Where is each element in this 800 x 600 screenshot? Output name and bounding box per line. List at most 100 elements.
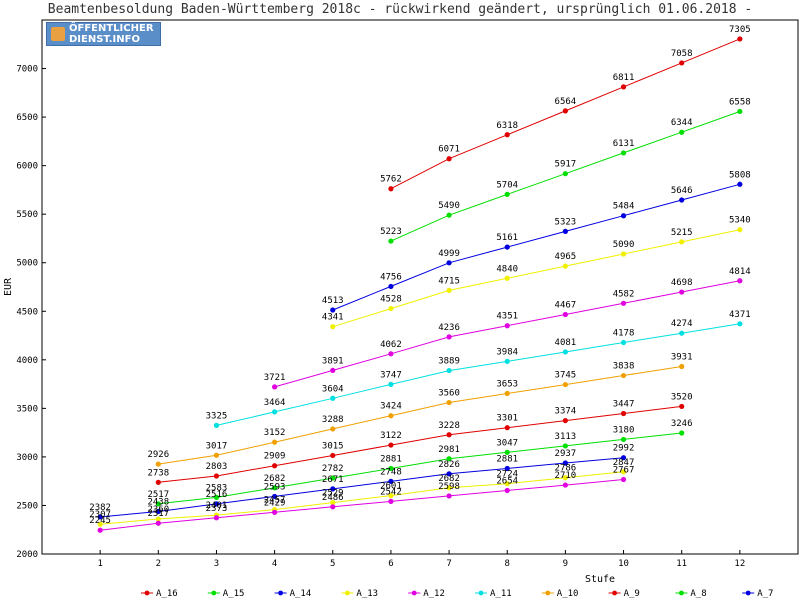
data-point (562, 381, 568, 388)
data-label: 3113 (555, 432, 577, 442)
logo: ÖFFENTLICHER DIENST.INFO (46, 22, 161, 46)
data-point (679, 197, 685, 203)
data-label: 4236 (438, 323, 460, 333)
data-point (213, 515, 220, 521)
data-label: 2542 (380, 487, 402, 497)
logo-line-1: ÖFFENTLICHER (69, 23, 154, 34)
data-label: 4371 (729, 310, 751, 320)
legend-label: A_15 (223, 589, 245, 599)
data-point (562, 349, 568, 355)
legend-swatch-point (411, 590, 417, 596)
data-label: 2992 (613, 444, 635, 454)
legend: A_16A_15A_14A_13A_12A_11A_10A_9A_8A_7A_6… (141, 589, 773, 599)
data-point (562, 228, 568, 234)
data-point (155, 516, 161, 522)
data-point (388, 442, 394, 448)
data-point (620, 436, 627, 443)
data-point (679, 239, 685, 245)
data-point (620, 150, 627, 156)
data-point (213, 422, 220, 428)
data-point (562, 108, 568, 114)
series-line (332, 183, 740, 311)
data-label: 2360 (147, 505, 169, 515)
data-label: 3560 (438, 389, 460, 399)
data-label: 3017 (206, 441, 228, 451)
series-a-12: 3721 3891 4062 4236 4351 4467 4582 4698 4814 (264, 267, 751, 390)
data-label: 2826 (438, 460, 460, 470)
data-label: 2317 (147, 509, 169, 519)
series-a-7: 2382 2438 2516 2593 2671 2748 2826 2881 2937 2992 (89, 444, 634, 520)
series-a-15: 5223 5490 5704 5917 6131 6344 6558 (380, 97, 751, 244)
series-a-14: 4513 4756 4999 5161 5323 5484 5646 5808 (322, 170, 751, 313)
data-point (562, 475, 568, 481)
data-point (620, 251, 627, 257)
y-tick-label: 2000 (16, 550, 38, 560)
data-label: 3520 (671, 392, 693, 402)
data-point (504, 358, 510, 364)
data-label: 2926 (147, 450, 169, 460)
data-point (504, 275, 510, 281)
data-point (388, 351, 394, 357)
data-label: 4062 (380, 340, 402, 350)
data-point (155, 501, 161, 507)
data-point (97, 514, 103, 520)
data-label: 3122 (380, 431, 402, 441)
data-label: 4756 (380, 272, 402, 282)
legend-swatch-point (478, 590, 484, 596)
data-label: 3246 (671, 419, 693, 429)
data-point (330, 486, 336, 492)
data-point (155, 520, 161, 526)
legend-item: A_8 (675, 589, 707, 599)
y-tick-label: 4500 (16, 307, 38, 317)
data-label: 5090 (613, 240, 635, 250)
data-label: 5161 (496, 233, 518, 243)
data-point (737, 321, 743, 327)
data-label: 4582 (613, 289, 635, 299)
data-point (388, 305, 394, 312)
data-point (388, 465, 394, 472)
data-point (679, 60, 685, 66)
series-a-9: 2738 2803 2909 3015 3122 3228 3301 3374 3447 3520 (147, 392, 693, 485)
data-point (562, 482, 568, 488)
series-a-13: 4341 4528 4715 4840 4965 5090 5215 5340 (322, 216, 751, 330)
logo-icon (51, 27, 65, 41)
y-tick-label: 7000 (16, 65, 38, 75)
data-label: 3301 (496, 414, 518, 424)
data-label: 2516 (206, 490, 228, 500)
data-point (155, 461, 161, 467)
data-point (330, 504, 336, 510)
data-label: 3721 (264, 373, 286, 383)
legend-swatch-point (545, 590, 551, 596)
data-label: 2401 (206, 501, 228, 511)
legend-item: A_16 (141, 589, 178, 599)
data-point (504, 132, 510, 138)
data-point (504, 481, 510, 487)
data-label: 7305 (729, 25, 751, 35)
data-point (679, 129, 685, 135)
data-label: 4814 (729, 267, 751, 277)
data-point (155, 508, 161, 515)
data-point (737, 36, 743, 42)
data-point (620, 300, 627, 306)
x-axis: 1 2 3 4 5 6 7 8 9 10 11 12 (97, 550, 745, 569)
data-point (504, 191, 510, 197)
data-label: 2517 (147, 490, 169, 500)
data-label: 5223 (380, 227, 402, 237)
y-tick-label: 3000 (16, 453, 38, 463)
data-point (446, 260, 452, 266)
x-tick-label: 9 (563, 559, 568, 569)
chart-title: Beamtenbesoldung Baden-Württemberg 2018c… (47, 2, 753, 17)
data-point (213, 452, 220, 458)
data-label: 2881 (380, 454, 402, 464)
data-point (272, 509, 278, 515)
x-tick-label: 10 (618, 559, 629, 569)
data-point (330, 307, 336, 313)
data-point (388, 498, 394, 504)
x-tick-label: 7 (446, 559, 451, 569)
data-label: 6071 (438, 145, 460, 155)
data-point (562, 460, 568, 466)
data-label: 6811 (613, 73, 635, 83)
data-point (620, 84, 627, 90)
series-line (100, 479, 624, 531)
x-tick-label: 2 (156, 559, 161, 569)
